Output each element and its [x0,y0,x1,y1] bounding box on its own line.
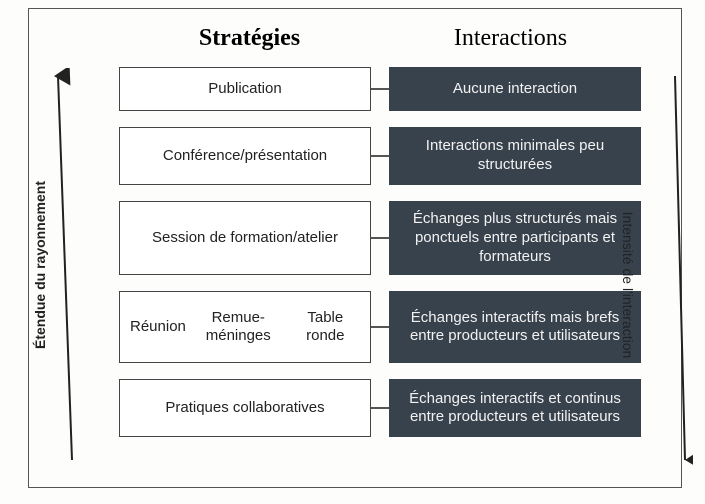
header-strategies: Stratégies [119,25,380,52]
row-reunion: RéunionRemue-méningesTable ronde Échange… [119,291,641,363]
row-publication: Publication Aucune interaction [119,67,641,111]
connector-line [371,407,389,409]
axis-right-arrow [669,68,693,468]
rows-container: Publication Aucune interaction Conférenc… [119,67,641,437]
strategy-box: Publication [119,67,371,111]
connector-line [371,237,389,239]
strategy-box: Conférence/présentation [119,127,371,185]
axis-left-label: Étendue du rayonnement [32,181,48,349]
connector-line [371,88,389,90]
interaction-box: Échanges interactifs mais brefs entre pr… [389,291,641,363]
interaction-box: Interactions minimales peu structurées [389,127,641,185]
interaction-box: Échanges plus structurés mais ponctuels … [389,201,641,275]
connector-line [371,326,389,328]
diagram-frame: Stratégies Interactions Publication Aucu… [28,8,682,488]
row-conference: Conférence/présentation Interactions min… [119,127,641,185]
header-interactions: Interactions [380,25,641,52]
row-formation: Session de formation/atelier Échanges pl… [119,201,641,275]
interaction-box: Aucune interaction [389,67,641,111]
axis-right-label: Intensité de l'interaction [620,212,636,359]
strategy-box: Pratiques collaboratives [119,379,371,437]
connector-line [371,155,389,157]
strategy-box: Session de formation/atelier [119,201,371,275]
strategy-box: RéunionRemue-méningesTable ronde [119,291,371,363]
axis-left-arrow [52,68,76,468]
row-collaboratives: Pratiques collaboratives Échanges intera… [119,379,641,437]
interaction-box: Échanges interactifs et continus entre p… [389,379,641,437]
column-headers: Stratégies Interactions [119,25,641,52]
